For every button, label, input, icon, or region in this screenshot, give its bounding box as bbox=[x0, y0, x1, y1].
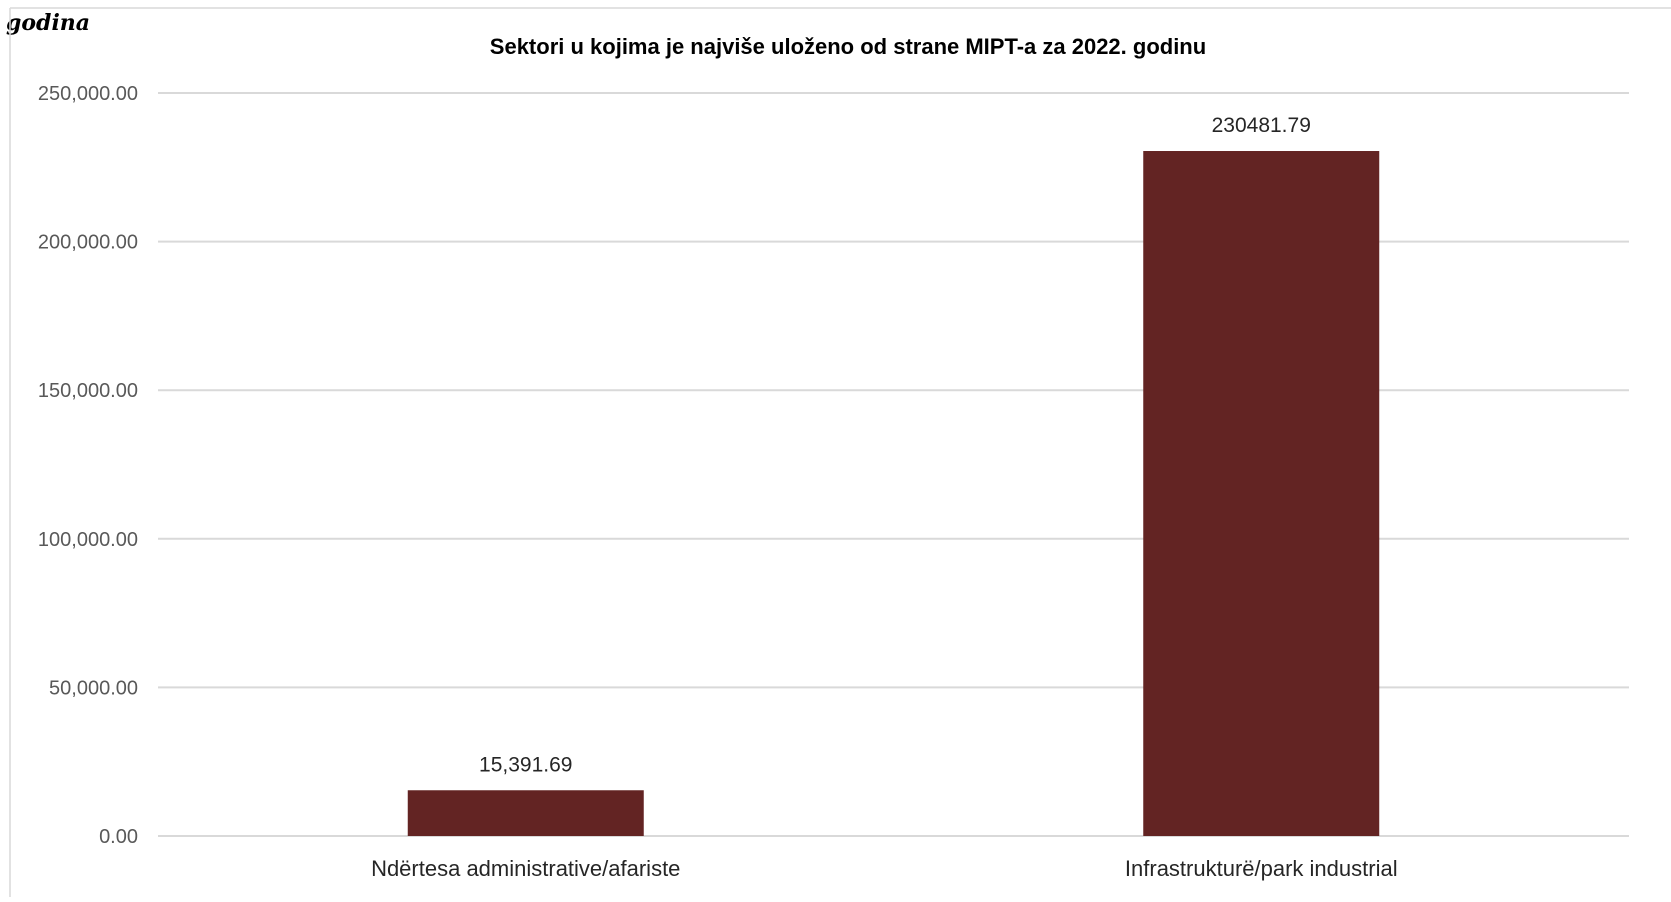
chart-title: Sektori u kojima je najviše uloženo od s… bbox=[490, 34, 1206, 59]
x-category-label: Infrastrukturë/park industrial bbox=[1125, 856, 1398, 881]
data-label: 15,391.69 bbox=[479, 753, 572, 776]
y-tick-label: 50,000.00 bbox=[49, 677, 138, 699]
data-label: 230481.79 bbox=[1212, 114, 1311, 137]
y-tick-label: 100,000.00 bbox=[38, 529, 138, 551]
document-caption-fragment: godina bbox=[6, 10, 90, 36]
gridlines bbox=[158, 92, 1629, 837]
x-axis-category-labels: Ndërtesa administrative/afariste Infrastr… bbox=[371, 856, 1398, 881]
data-labels: 15,391.69 230481.79 bbox=[479, 114, 1311, 776]
bars bbox=[407, 151, 1380, 836]
bar bbox=[407, 790, 644, 836]
y-tick-label: 150,000.00 bbox=[38, 380, 138, 402]
y-tick-label: 200,000.00 bbox=[38, 232, 138, 254]
x-category-label: Ndërtesa administrative/afariste bbox=[371, 856, 680, 881]
y-axis-tick-labels: 0.00 50,000.00 100,000.00 150,000.00 200,000… bbox=[38, 83, 138, 848]
y-tick-label: 0.00 bbox=[99, 826, 138, 848]
bar bbox=[1143, 151, 1380, 836]
y-tick-label: 250,000.00 bbox=[38, 83, 138, 105]
